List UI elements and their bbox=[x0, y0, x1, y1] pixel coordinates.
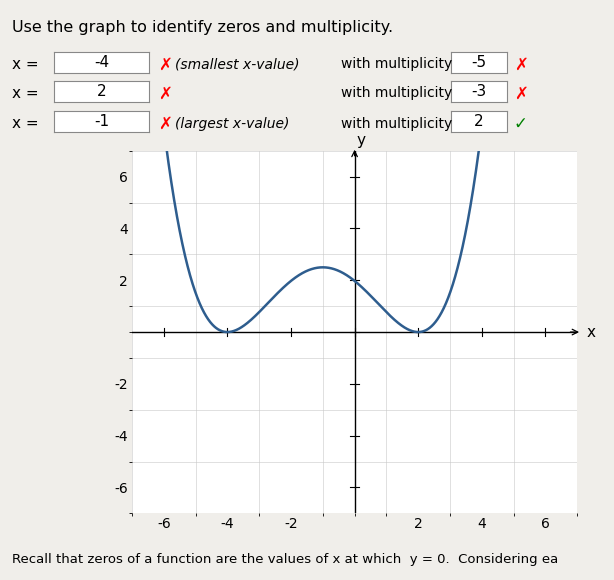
Text: ✗: ✗ bbox=[514, 55, 528, 74]
Text: with multiplicity: with multiplicity bbox=[341, 86, 452, 100]
Text: with multiplicity: with multiplicity bbox=[341, 117, 452, 130]
Text: ✗: ✗ bbox=[158, 114, 173, 133]
Text: x =: x = bbox=[12, 116, 39, 131]
Text: 2: 2 bbox=[474, 114, 484, 129]
Text: ✓: ✓ bbox=[514, 114, 528, 133]
Text: -3: -3 bbox=[472, 84, 486, 99]
Text: -5: -5 bbox=[472, 55, 486, 70]
Text: (largest x-value): (largest x-value) bbox=[175, 117, 289, 130]
Text: x: x bbox=[587, 325, 596, 339]
Text: 2: 2 bbox=[97, 84, 106, 99]
Text: x =: x = bbox=[12, 57, 39, 72]
Text: -4: -4 bbox=[94, 55, 109, 70]
Text: Recall that zeros of a function are the values of x at which  y = 0.  Considerin: Recall that zeros of a function are the … bbox=[12, 553, 559, 566]
Text: ✗: ✗ bbox=[158, 84, 173, 103]
Text: Use the graph to identify zeros and multiplicity.: Use the graph to identify zeros and mult… bbox=[12, 20, 394, 35]
Text: x =: x = bbox=[12, 86, 39, 101]
Text: (smallest x-value): (smallest x-value) bbox=[175, 57, 300, 71]
Text: with multiplicity: with multiplicity bbox=[341, 57, 452, 71]
Text: ✗: ✗ bbox=[514, 84, 528, 103]
Text: ✗: ✗ bbox=[158, 55, 173, 74]
Text: y: y bbox=[357, 133, 365, 148]
Text: -1: -1 bbox=[94, 114, 109, 129]
